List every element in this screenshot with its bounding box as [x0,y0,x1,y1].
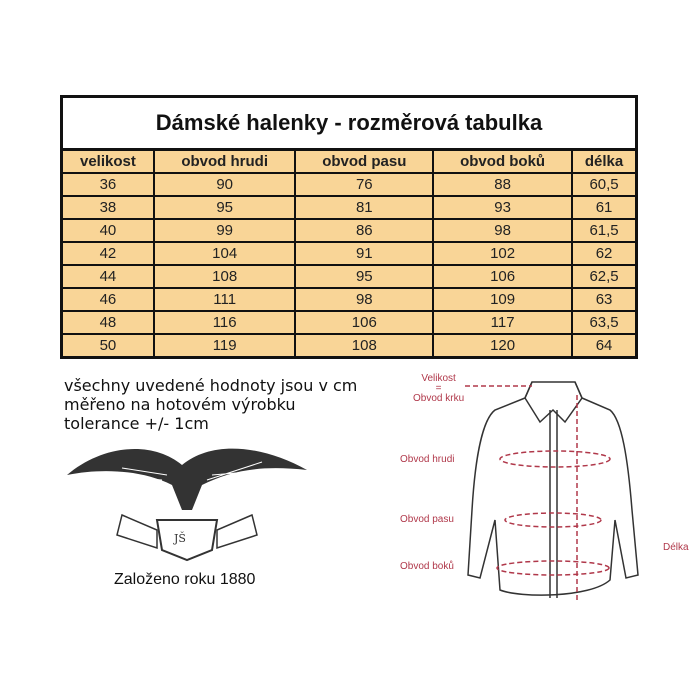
table-cell: 62 [571,241,635,266]
table-cell: 102 [432,241,574,266]
table-cell: 36 [63,172,155,197]
column-header: velikost [63,151,155,174]
table-cell: 44 [63,264,155,289]
table-cell: 98 [294,287,435,312]
table-cell: 119 [152,333,297,356]
table-cell: 62,5 [571,264,635,289]
table-cell: 95 [152,195,297,220]
table-row: 40 99 86 98 61,5 [63,218,635,243]
table-cell: 98 [432,218,574,243]
label-text: Obvod krku [413,393,465,404]
table-cell: 120 [432,333,574,356]
table-cell: 86 [294,218,435,243]
table-cell: 95 [294,264,435,289]
table-cell: 111 [152,287,297,312]
table-row: 36 90 76 88 60,5 [63,172,635,197]
table-cell: 104 [152,241,297,266]
table-row: 44 108 95 106 62,5 [63,264,635,289]
table-cell: 106 [432,264,574,289]
column-header: obvod boků [432,151,574,174]
table-cell: 61 [571,195,635,220]
label-velikost: Velikost = Obvod krku [413,374,464,404]
table-cell: 40 [63,218,155,243]
label-text: Velikost [421,373,456,384]
table-title: Dámské halenky - rozměrová tabulka [63,98,635,151]
table-cell: 63,5 [571,310,635,335]
label-text: = [435,383,442,394]
table-row: 38 95 81 93 61 [63,195,635,220]
label-delka: Délka [663,542,689,553]
label-obvod-boku: Obvod boků [400,561,454,572]
note-line: měřeno na hotovém výrobku [64,395,296,414]
table-cell: 108 [294,333,435,356]
table-cell: 117 [432,310,574,335]
notes: všechny uvedené hodnoty jsou v cm měřeno… [64,376,357,433]
label-obvod-hrudi: Obvod hrudi [400,454,455,465]
table-cell: 60,5 [571,172,635,197]
table-cell: 99 [152,218,297,243]
header-row: velikost obvod hrudi obvod pasu obvod boků d… [63,151,635,174]
table-cell: 108 [152,264,297,289]
table-cell: 42 [63,241,155,266]
table-cell: 90 [152,172,297,197]
table-cell: 48 [63,310,155,335]
label-obvod-pasu: Obvod pasu [400,514,454,525]
note-line: tolerance +/- 1cm [64,414,209,433]
column-header: délka [571,151,635,174]
table-cell: 38 [63,195,155,220]
eagle-logo-icon: JŠ [67,448,307,562]
table-row: 50 119 108 120 64 [63,333,635,356]
table-cell: 64 [571,333,635,356]
table-cell: 46 [63,287,155,312]
table-cell: 76 [294,172,435,197]
founded-caption: Založeno roku 1880 [114,571,256,588]
column-header: obvod hrudi [152,151,297,174]
table-cell: 109 [432,287,574,312]
table-cell: 50 [63,333,155,356]
table-cell: 61,5 [571,218,635,243]
table-cell: 93 [432,195,574,220]
table-row: 42 104 91 102 62 [63,241,635,266]
column-header: obvod pasu [294,151,435,174]
monogram: JŠ [173,531,186,545]
table-cell: 88 [432,172,574,197]
note-line: všechny uvedené hodnoty jsou v cm [64,376,358,395]
table-cell: 116 [152,310,297,335]
shirt-diagram-icon [465,381,639,600]
table-row: 48 116 106 117 63,5 [63,310,635,335]
table-cell: 81 [294,195,435,220]
table-cell: 106 [294,310,435,335]
size-table: Dámské halenky - rozměrová tabulka velik… [60,95,638,359]
table-cell: 91 [294,241,435,266]
table-cell: 63 [571,287,635,312]
table-row: 46 111 98 109 63 [63,287,635,312]
